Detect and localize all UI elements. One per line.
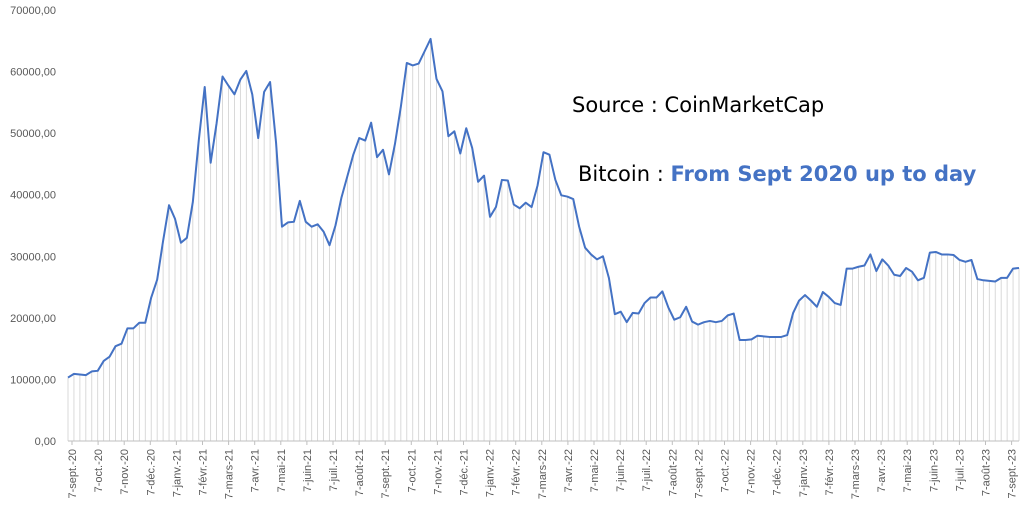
y-tick-label: 20000,00 — [10, 313, 56, 325]
x-tick-label: 7-déc.-20 — [145, 449, 157, 495]
x-tick-label: 7-mars-23 — [850, 449, 862, 499]
x-tick-label: 7-juil.-22 — [641, 449, 653, 491]
x-tick-label: 7-sept.-22 — [693, 449, 705, 499]
drop-lines — [67, 38, 1020, 441]
y-tick-label: 10000,00 — [10, 374, 56, 386]
x-tick-label: 7-févr.-22 — [511, 449, 523, 495]
x-tick-label: 7-oct.-21 — [406, 449, 418, 492]
series-line — [67, 37, 1020, 379]
y-tick-label: 30000,00 — [10, 251, 56, 263]
x-tick-label: 7-mai-23 — [902, 449, 914, 492]
x-tick-label: 7-juil.-21 — [328, 449, 340, 491]
x-tick-label: 7-avr.-21 — [250, 449, 262, 492]
x-tick-label: 7-mai-21 — [276, 449, 288, 492]
y-tick-label: 50000,00 — [10, 128, 56, 140]
source-annotation: Source : CoinMarketCap — [572, 93, 824, 117]
x-tick-label: 7-oct.-20 — [93, 449, 105, 492]
y-tick-label: 70000,00 — [10, 5, 56, 17]
x-tick-label: 7-août-22 — [667, 449, 679, 496]
x-tick-label: 7-juin-21 — [302, 449, 314, 492]
x-tick-label: 7-févr.-21 — [198, 449, 210, 495]
x-tick-label: 7-déc.-22 — [772, 449, 784, 495]
x-tick-label: 7-août-23 — [981, 449, 993, 496]
x-tick-label: 7-juin-22 — [615, 449, 627, 492]
x-tick-label: 7-nov.-21 — [432, 449, 444, 495]
x-tick-label: 7-juin-23 — [928, 449, 940, 492]
bitcoin-range: From Sept 2020 up to day — [670, 162, 976, 186]
x-tick-label: 7-janv.-22 — [485, 449, 497, 497]
x-tick-label: 7-avr.-23 — [876, 449, 888, 492]
x-tick-label: 7-mars-22 — [537, 449, 549, 499]
bitcoin-annotation: Bitcoin : From Sept 2020 up to day — [578, 162, 977, 186]
x-tick-label: 7-mai-22 — [589, 449, 601, 492]
y-tick-label: 40000,00 — [10, 190, 56, 202]
x-tick-label: 7-janv.-21 — [171, 449, 183, 497]
bitcoin-label: Bitcoin : — [578, 162, 664, 186]
y-tick-label: 60000,00 — [10, 67, 56, 79]
x-tick-label: 7-févr.-23 — [824, 449, 836, 495]
x-tick-label: 7-déc.-21 — [459, 449, 471, 495]
x-tick-label: 7-mars-21 — [224, 449, 236, 499]
x-tick-label: 7-oct.-22 — [720, 449, 732, 492]
x-tick-label: 7-nov.-20 — [119, 449, 131, 495]
x-tick-label: 7-janv.-23 — [798, 449, 810, 497]
x-tick-label: 7-avr.-22 — [563, 449, 575, 492]
y-axis: 0,00 10000,00 20000,00 30000,00 40000,00 5000… — [10, 5, 56, 448]
x-tick-label: 7-sept.-20 — [67, 449, 79, 499]
x-tick-label: 7-sept.-21 — [380, 449, 392, 499]
x-tick-label: 7-sept.-23 — [1007, 449, 1019, 499]
x-tick-label: 7-juil.-23 — [954, 449, 966, 491]
x-tick-label: 7-août-21 — [354, 449, 366, 496]
x-axis: 7-sept.-20 7-oct.-20 7-nov.-20 7-déc.-20 7-j… — [67, 441, 1019, 499]
y-tick-label: 0,00 — [35, 436, 56, 448]
x-tick-label: 7-nov.-22 — [746, 449, 758, 495]
